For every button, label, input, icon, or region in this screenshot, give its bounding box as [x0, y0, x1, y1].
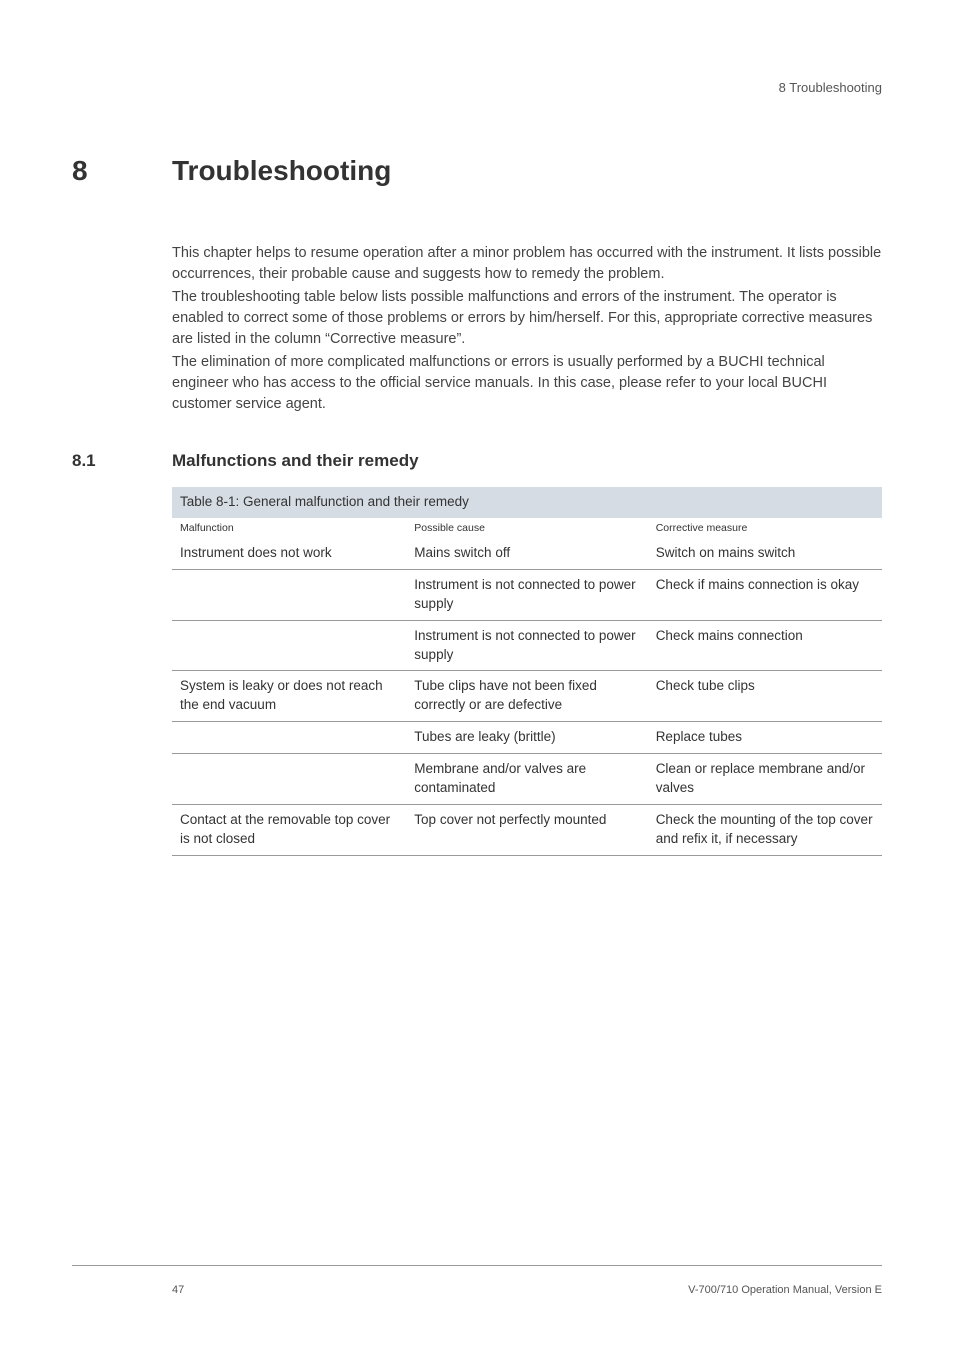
table-row: Tubes are leaky (brittle) Replace tubes	[172, 722, 882, 754]
cell-measure: Check mains connection	[648, 620, 882, 671]
cell-measure: Check tube clips	[648, 671, 882, 722]
intro-paragraph: The elimination of more complicated malf…	[172, 352, 882, 415]
table-header-cause: Possible cause	[406, 518, 647, 538]
cell-cause: Mains switch off	[406, 538, 647, 569]
cell-measure: Switch on mains switch	[648, 538, 882, 569]
cell-malfunction: System is leaky or does not reach the en…	[172, 671, 406, 722]
section-number: 8.1	[72, 451, 172, 471]
cell-malfunction	[172, 620, 406, 671]
table-caption: Table 8-1: General malfunction and their…	[172, 487, 882, 518]
table-row: Instrument does not work Mains switch of…	[172, 538, 882, 569]
cell-malfunction: Contact at the removable top cover is no…	[172, 804, 406, 855]
cell-malfunction: Instrument does not work	[172, 538, 406, 569]
table-header-measure: Corrective measure	[648, 518, 882, 538]
table-row: Contact at the removable top cover is no…	[172, 804, 882, 855]
chapter-number: 8	[72, 155, 172, 187]
section-title: Malfunctions and their remedy	[172, 451, 419, 471]
document-id: V-700/710 Operation Manual, Version E	[688, 1284, 882, 1296]
cell-malfunction	[172, 754, 406, 805]
chapter-heading: 8 Troubleshooting	[72, 155, 882, 187]
section-heading: 8.1 Malfunctions and their remedy	[72, 451, 882, 471]
intro-paragraph: This chapter helps to resume operation a…	[172, 243, 882, 285]
table-header-malfunction: Malfunction	[172, 518, 406, 538]
cell-measure: Replace tubes	[648, 722, 882, 754]
table-row: Instrument is not connected to power sup…	[172, 620, 882, 671]
page-footer: 47 V-700/710 Operation Manual, Version E	[72, 1265, 882, 1296]
page-number: 47	[72, 1284, 184, 1296]
cell-cause: Instrument is not connected to power sup…	[406, 620, 647, 671]
cell-malfunction	[172, 569, 406, 620]
table-header-row: Malfunction Possible cause Corrective me…	[172, 518, 882, 538]
cell-cause: Tubes are leaky (brittle)	[406, 722, 647, 754]
cell-cause: Top cover not perfectly mounted	[406, 804, 647, 855]
intro-paragraph: The troubleshooting table below lists po…	[172, 287, 882, 350]
table-row: Instrument is not connected to power sup…	[172, 569, 882, 620]
cell-measure: Clean or replace membrane and/or valves	[648, 754, 882, 805]
chapter-title: Troubleshooting	[172, 155, 391, 187]
cell-measure: Check if mains connection is okay	[648, 569, 882, 620]
cell-measure: Check the mounting of the top cover and …	[648, 804, 882, 855]
cell-cause: Tube clips have not been fixed correctly…	[406, 671, 647, 722]
intro-text: This chapter helps to resume operation a…	[172, 243, 882, 415]
cell-cause: Instrument is not connected to power sup…	[406, 569, 647, 620]
table-row: System is leaky or does not reach the en…	[172, 671, 882, 722]
troubleshooting-table: Table 8-1: General malfunction and their…	[172, 487, 882, 856]
table-row: Membrane and/or valves are contaminated …	[172, 754, 882, 805]
cell-malfunction	[172, 722, 406, 754]
running-header: 8 Troubleshooting	[72, 80, 882, 95]
cell-cause: Membrane and/or valves are contaminated	[406, 754, 647, 805]
